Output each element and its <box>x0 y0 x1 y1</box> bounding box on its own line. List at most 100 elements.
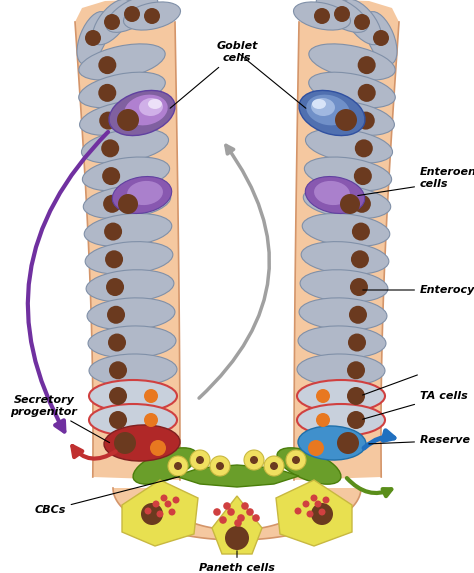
Ellipse shape <box>365 11 397 64</box>
Ellipse shape <box>83 185 171 219</box>
Circle shape <box>348 333 366 351</box>
Text: Reserve ISCs: Reserve ISCs <box>369 435 474 445</box>
Ellipse shape <box>297 354 385 386</box>
Ellipse shape <box>148 99 162 109</box>
Circle shape <box>223 502 231 510</box>
FancyArrowPatch shape <box>73 446 116 458</box>
Ellipse shape <box>297 404 385 436</box>
Polygon shape <box>212 496 262 554</box>
Ellipse shape <box>109 91 175 136</box>
Circle shape <box>337 432 359 454</box>
Circle shape <box>237 514 245 522</box>
Circle shape <box>99 112 117 129</box>
Circle shape <box>117 109 139 131</box>
Ellipse shape <box>299 91 365 136</box>
Circle shape <box>98 56 116 74</box>
Ellipse shape <box>124 95 168 125</box>
Text: TA cells: TA cells <box>363 391 468 419</box>
Circle shape <box>168 508 175 516</box>
Circle shape <box>174 462 182 470</box>
Circle shape <box>108 333 126 351</box>
Circle shape <box>357 112 375 129</box>
Circle shape <box>210 456 230 476</box>
Circle shape <box>102 167 120 185</box>
Ellipse shape <box>133 448 197 484</box>
Ellipse shape <box>306 95 350 125</box>
Circle shape <box>352 222 370 241</box>
Circle shape <box>213 508 221 516</box>
Circle shape <box>244 450 264 470</box>
Circle shape <box>104 14 120 30</box>
Circle shape <box>153 500 159 508</box>
Text: CBCs: CBCs <box>34 477 179 515</box>
Circle shape <box>355 139 373 158</box>
Circle shape <box>351 250 369 268</box>
Circle shape <box>358 84 376 102</box>
Circle shape <box>354 14 370 30</box>
Circle shape <box>173 496 180 504</box>
Circle shape <box>144 8 160 24</box>
Circle shape <box>107 306 125 324</box>
Circle shape <box>227 508 235 516</box>
Circle shape <box>252 514 260 522</box>
Circle shape <box>225 526 249 550</box>
Circle shape <box>264 456 284 476</box>
Circle shape <box>106 278 124 296</box>
Circle shape <box>311 503 333 525</box>
Circle shape <box>354 167 372 185</box>
Circle shape <box>164 500 172 508</box>
Circle shape <box>270 462 278 470</box>
Circle shape <box>250 456 258 464</box>
Circle shape <box>373 30 389 46</box>
Ellipse shape <box>301 242 389 274</box>
Circle shape <box>109 387 127 405</box>
Circle shape <box>340 194 360 214</box>
Ellipse shape <box>302 213 390 246</box>
Ellipse shape <box>104 425 180 461</box>
Ellipse shape <box>92 0 131 45</box>
Circle shape <box>161 494 167 501</box>
Polygon shape <box>113 488 361 540</box>
FancyArrowPatch shape <box>28 132 108 431</box>
Ellipse shape <box>309 72 395 108</box>
Circle shape <box>150 440 166 456</box>
Text: Goblet
cells: Goblet cells <box>170 41 258 108</box>
Ellipse shape <box>82 157 170 191</box>
Circle shape <box>104 222 122 241</box>
Ellipse shape <box>127 181 163 205</box>
Polygon shape <box>75 22 180 480</box>
Circle shape <box>219 516 227 524</box>
Circle shape <box>144 413 158 427</box>
Circle shape <box>316 389 330 403</box>
Ellipse shape <box>82 129 169 163</box>
Circle shape <box>315 500 321 508</box>
Ellipse shape <box>79 72 165 108</box>
Text: Enterocytes: Enterocytes <box>363 285 474 295</box>
Polygon shape <box>75 0 175 30</box>
Ellipse shape <box>106 0 158 32</box>
Ellipse shape <box>299 298 387 330</box>
Circle shape <box>103 195 121 213</box>
Circle shape <box>350 278 368 296</box>
Circle shape <box>216 462 224 470</box>
Ellipse shape <box>80 100 166 135</box>
Ellipse shape <box>86 270 174 302</box>
Ellipse shape <box>316 0 368 32</box>
Circle shape <box>105 250 123 268</box>
Circle shape <box>124 6 140 22</box>
Ellipse shape <box>139 98 163 116</box>
Circle shape <box>156 511 164 517</box>
Circle shape <box>114 432 136 454</box>
Circle shape <box>190 450 210 470</box>
Polygon shape <box>276 480 352 546</box>
Circle shape <box>196 456 204 464</box>
Ellipse shape <box>112 176 172 214</box>
Text: Enteroendocrine
cells: Enteroendocrine cells <box>358 167 474 195</box>
Ellipse shape <box>87 298 175 330</box>
Circle shape <box>316 413 330 427</box>
Circle shape <box>319 508 326 516</box>
Circle shape <box>349 306 367 324</box>
Ellipse shape <box>88 326 176 358</box>
Ellipse shape <box>314 181 350 205</box>
Polygon shape <box>294 22 399 480</box>
